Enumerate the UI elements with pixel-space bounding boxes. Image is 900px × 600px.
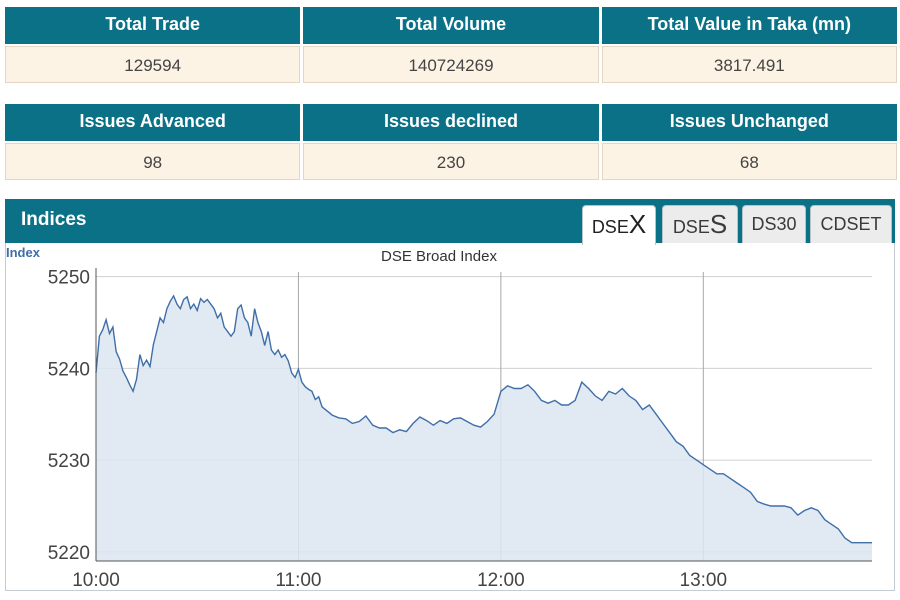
index-area [96, 295, 872, 561]
x-tick-label: 11:00 [275, 570, 321, 590]
indices-panel: Indices DSEX DSES DS30 CDSET DSE Broad I… [5, 199, 895, 591]
x-tick-label: 13:00 [680, 570, 728, 590]
market-summary-table: Total Trade Total Volume Total Value in … [5, 7, 897, 83]
y-tick-label: 5220 [48, 543, 90, 564]
tab-ds30-label: DS30 [751, 214, 797, 234]
indices-panel-header: Indices DSEX DSES DS30 CDSET [5, 199, 895, 245]
value-total-trade: 129594 [5, 46, 301, 83]
index-line [95, 294, 872, 544]
chart-title: DSE Broad Index [381, 248, 497, 265]
tab-dsex-prefix: DSE [591, 217, 629, 237]
issues-table: Issues Advanced Issues declined Issues U… [5, 104, 897, 180]
y-tick-label: 5240 [48, 359, 90, 380]
y-tick-label: 5250 [48, 268, 90, 289]
y-axis-label: Index [6, 245, 41, 260]
summary-value-row: 129594 140724269 3817.491 [5, 46, 897, 83]
issues-value-row: 98 230 68 [5, 143, 897, 180]
tab-dses[interactable]: DSES [662, 205, 738, 243]
indices-title: Indices [21, 209, 87, 230]
header-issues-unchanged: Issues Unchanged [601, 104, 897, 141]
tab-cdset[interactable]: CDSET [810, 205, 892, 243]
tab-dses-suffix: S [709, 209, 728, 239]
y-tick-label: 5230 [48, 451, 90, 472]
value-issues-unchanged: 68 [601, 143, 897, 180]
header-total-trade: Total Trade [5, 7, 301, 44]
header-issues-advanced: Issues Advanced [5, 104, 301, 141]
issues-header-row: Issues Advanced Issues declined Issues U… [5, 104, 897, 141]
tab-dses-prefix: DSE [672, 217, 710, 237]
header-total-volume: Total Volume [303, 7, 599, 44]
header-issues-declined: Issues declined [303, 104, 599, 141]
summary-header-row: Total Trade Total Volume Total Value in … [5, 7, 897, 44]
value-issues-declined: 230 [303, 143, 599, 180]
value-issues-advanced: 98 [5, 143, 301, 180]
value-total-value: 3817.491 [601, 46, 897, 83]
x-tick-label: 12:00 [477, 570, 525, 590]
tab-ds30[interactable]: DS30 [742, 205, 806, 243]
value-total-volume: 140724269 [303, 46, 599, 83]
tab-dsex-suffix: X [628, 209, 647, 239]
dse-broad-index-chart: DSE Broad Index Index 5220 5230 5240 5250 10:0… [6, 245, 872, 590]
tab-dsex[interactable]: DSEX [582, 205, 656, 245]
x-tick-label: 10:00 [72, 570, 120, 590]
tab-cdset-label: CDSET [820, 214, 882, 234]
header-total-value: Total Value in Taka (mn) [601, 7, 897, 44]
